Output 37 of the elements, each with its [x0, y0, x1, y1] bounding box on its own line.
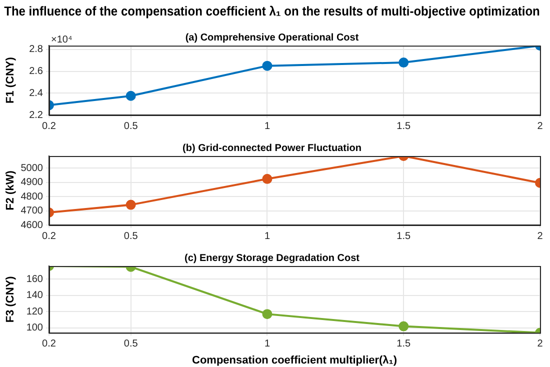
y-tick-label: 140	[26, 290, 44, 302]
y-axis-title: F2 (kW)	[4, 170, 17, 210]
x-tick-label: 0.2	[42, 230, 56, 242]
y-tick-label: 5000	[20, 162, 44, 174]
x-tick-label: 1	[264, 230, 270, 242]
text: ×10⁴	[51, 34, 72, 46]
x-tick-label: 0.5	[124, 338, 138, 350]
x-tick-label: 2	[537, 338, 544, 350]
x-tick-label: 1.5	[396, 338, 411, 350]
x-tick-label: 0.2	[42, 120, 56, 132]
x-tick-label: 1.5	[396, 230, 411, 242]
x-tick-label: 0.2	[42, 338, 56, 350]
chart-subtitle: (c) Energy Storage Degradation Cost	[184, 252, 360, 264]
x-tick-label: 1	[264, 120, 270, 132]
y-tick-label: 120	[26, 306, 44, 318]
y-tick-label: 4700	[20, 206, 44, 217]
y-axis-title: F3 (CNY)	[4, 276, 17, 323]
chart-subtitle: (a) Comprehensive Operational Cost	[185, 32, 360, 44]
y-tick-label: 100	[26, 322, 44, 334]
x-tick-label: 1	[264, 338, 270, 350]
y-tick-label: 4900	[20, 177, 44, 188]
x-tick-label: 0.5	[124, 120, 138, 132]
x-tick-label: 2	[537, 120, 544, 132]
x-axis-title: Compensation coefficient multiplier(λ₁)	[192, 354, 398, 366]
y-tick-label: 2.4	[29, 88, 44, 99]
chart-title: The influence of the compensation coefficient λ₁ on the results of multi-objective optimization	[4, 4, 540, 18]
y-tick-label: 4800	[20, 191, 44, 202]
y-axis-title: F1 (CNY)	[4, 56, 17, 104]
y-tick-label: 2.2	[29, 110, 44, 121]
y-tick-label: 2.6	[29, 66, 44, 78]
y-tick-label: 4600	[20, 220, 44, 231]
chart-subtitle: (b) Grid-connected Power Fluctuation	[182, 142, 362, 154]
x-tick-label: 0.5	[124, 230, 138, 242]
y-tick-label: 2.8	[29, 44, 44, 56]
x-tick-label: 1.5	[396, 120, 411, 132]
y-tick-label: 160	[26, 274, 44, 285]
x-tick-label: 2	[537, 230, 544, 242]
